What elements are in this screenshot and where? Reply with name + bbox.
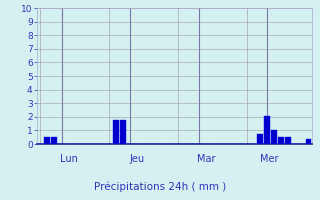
Text: Jeu: Jeu: [130, 154, 145, 164]
Bar: [44, 137, 50, 144]
Bar: [306, 139, 311, 144]
Bar: [120, 120, 126, 144]
Text: Mar: Mar: [197, 154, 215, 164]
Text: Précipitations 24h ( mm ): Précipitations 24h ( mm ): [94, 182, 226, 192]
Bar: [285, 137, 291, 144]
Bar: [258, 134, 263, 144]
Bar: [264, 116, 270, 144]
Bar: [271, 130, 277, 144]
Text: Mer: Mer: [260, 154, 279, 164]
Bar: [113, 120, 119, 144]
Bar: [51, 137, 57, 144]
Bar: [278, 137, 284, 144]
Text: Lun: Lun: [60, 154, 77, 164]
